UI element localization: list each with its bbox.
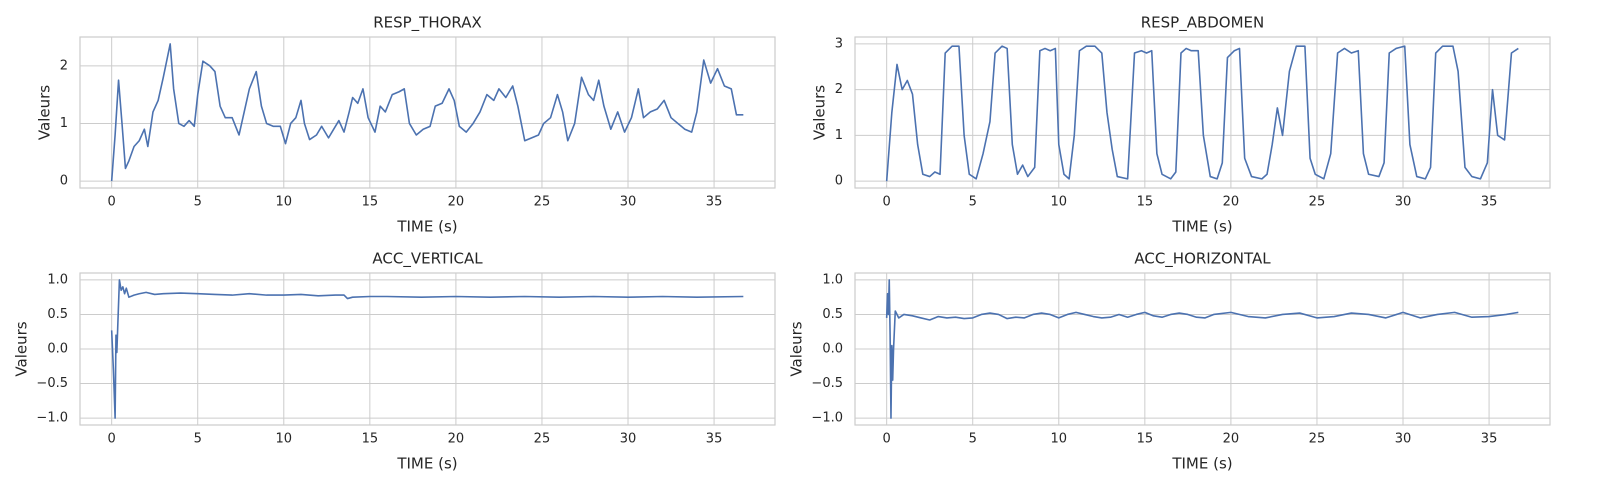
y-tick-label: −0.5 [36,376,68,391]
y-tick-label: 2 [60,58,68,73]
x-tick-label: 0 [883,432,891,447]
y-tick-label: 0.0 [47,342,68,357]
x-tick-label: 15 [362,432,379,447]
plot-area [80,37,775,188]
y-tick-label: 0.5 [822,307,843,322]
plot-frame [854,272,1551,426]
x-tick-label: 20 [448,432,465,447]
x-axis-label: TIME (s) [1171,218,1232,236]
x-axis-label: TIME (s) [1171,455,1232,473]
y-tick-label: 0 [60,174,68,189]
x-tick-label: 15 [1137,432,1154,447]
y-tick-label: −1.0 [36,411,68,426]
y-axis-label: Valeurs [13,321,31,376]
plot-title: RESP_ABDOMEN [1141,14,1265,33]
plot-frame [79,272,776,426]
data-line [110,43,744,182]
plot-title: ACC_HORIZONTAL [1134,250,1271,269]
x-tick-label: 30 [1395,432,1412,447]
x-tick-label: 35 [706,195,723,210]
x-tick-label: 25 [1309,432,1326,447]
x-tick-label: 5 [969,432,977,447]
x-tick-label: 5 [194,432,202,447]
x-tick-label: 35 [706,432,723,447]
y-tick-label: 3 [835,36,843,51]
data-line [885,45,1519,182]
y-tick-label: 0.0 [822,342,843,357]
plot-title: ACC_VERTICAL [372,250,483,269]
x-tick-label: 35 [1481,432,1498,447]
x-tick-label: 10 [276,195,293,210]
y-axis-label: Valeurs [788,321,806,376]
x-tick-label: 30 [620,432,637,447]
y-tick-label: −1.0 [811,411,843,426]
x-tick-label: 20 [1223,195,1240,210]
x-tick-label: 25 [1309,195,1326,210]
x-axis-label: TIME (s) [396,455,457,473]
y-tick-label: 1.0 [47,272,68,287]
y-tick-label: −0.5 [811,376,843,391]
plot-frame [854,36,1551,189]
data-line [885,279,1519,419]
y-tick-label: 1.0 [822,272,843,287]
x-tick-label: 10 [1051,432,1068,447]
x-tick-label: 0 [108,432,116,447]
y-axis-label: Valeurs [811,85,829,140]
y-tick-label: 0 [835,174,843,189]
x-tick-label: 30 [1395,195,1412,210]
x-axis-label: TIME (s) [396,218,457,236]
x-tick-label: 25 [534,432,551,447]
y-axis-label: Valeurs [36,85,54,140]
y-tick-label: 1 [835,128,843,143]
x-tick-label: 0 [108,195,116,210]
y-tick-label: 1 [60,116,68,131]
x-tick-label: 15 [362,195,379,210]
x-tick-label: 30 [620,195,637,210]
data-line [110,279,744,419]
x-tick-label: 5 [969,195,977,210]
x-tick-label: 0 [883,195,891,210]
x-tick-label: 35 [1481,195,1498,210]
x-tick-label: 10 [1051,195,1068,210]
y-tick-label: 0.5 [47,307,68,322]
x-tick-label: 5 [194,195,202,210]
x-tick-label: 10 [276,432,293,447]
plot-frame [79,36,776,189]
y-tick-label: 2 [835,82,843,97]
plot-title: RESP_THORAX [373,14,482,33]
x-tick-label: 20 [1223,432,1240,447]
x-tick-label: 25 [534,195,551,210]
x-tick-label: 20 [448,195,465,210]
x-tick-label: 15 [1137,195,1154,210]
